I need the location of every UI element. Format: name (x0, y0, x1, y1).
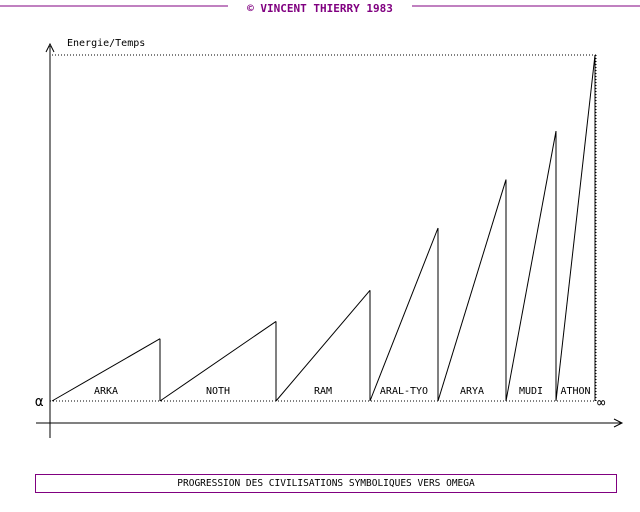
civ-label-ram: RAM (314, 386, 332, 397)
ramp-mudi (505, 131, 557, 402)
x-axis-arrow (613, 418, 624, 428)
y-axis-arrow (45, 42, 55, 53)
infinity-symbol: ∞ (597, 395, 606, 411)
civ-label-arka: ARKA (94, 386, 118, 397)
ramp-arka (51, 338, 161, 402)
caption-box: PROGRESSION DES CIVILISATIONS SYMBOLIQUE… (35, 474, 617, 493)
civ-label-aral-tyo: ARAL-TYO (380, 386, 428, 397)
civ-label-mudi: MUDI (519, 386, 543, 397)
civ-label-noth: NOTH (206, 386, 230, 397)
alpha-symbol: α (35, 394, 44, 410)
ramp-arya (437, 179, 507, 402)
ramp-ram (275, 289, 371, 402)
ramp-noth (159, 321, 277, 402)
copyright-text: © VINCENT THIERRY 1983 (247, 2, 393, 15)
ramp-aral-tyo (369, 227, 439, 402)
civ-label-arya: ARYA (460, 386, 484, 397)
y-axis-label: Energie/Temps (67, 38, 145, 49)
caption-text: PROGRESSION DES CIVILISATIONS SYMBOLIQUE… (177, 478, 475, 489)
ramp-athon (555, 54, 596, 402)
civ-label-athon: ATHON (560, 386, 590, 397)
sawtooth-series: ARKA NOTH RAM ARAL-TYO ARYA MUDI ATHON (51, 54, 596, 402)
